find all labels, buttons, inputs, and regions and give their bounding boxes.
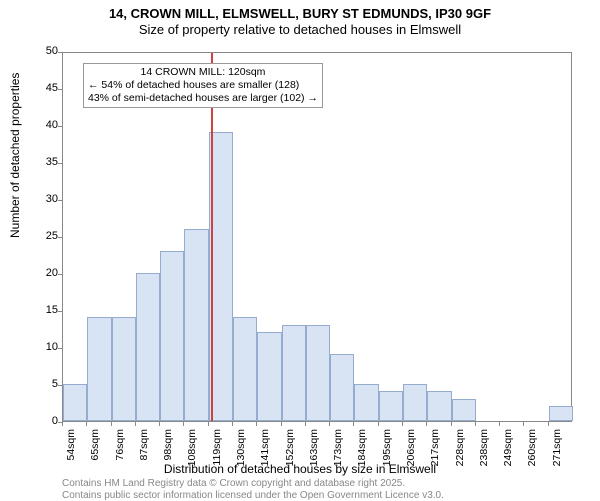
x-tick: [451, 422, 452, 426]
y-tick: [58, 163, 62, 164]
histogram-bar: [549, 406, 573, 421]
title-line-2: Size of property relative to detached ho…: [0, 22, 600, 38]
y-tick-label: 50: [30, 45, 58, 57]
histogram-bar: [403, 384, 427, 421]
histogram-bar: [87, 317, 111, 421]
x-tick-label: 98sqm: [162, 429, 174, 469]
x-tick: [159, 422, 160, 426]
y-axis-label: Number of detached properties: [8, 73, 22, 238]
y-tick: [58, 200, 62, 201]
x-tick: [62, 422, 63, 426]
x-tick: [378, 422, 379, 426]
x-tick: [111, 422, 112, 426]
x-tick: [475, 422, 476, 426]
x-tick-label: 195sqm: [381, 429, 393, 469]
y-tick: [58, 52, 62, 53]
x-tick: [281, 422, 282, 426]
x-tick: [305, 422, 306, 426]
x-tick: [402, 422, 403, 426]
x-tick: [523, 422, 524, 426]
x-tick: [426, 422, 427, 426]
histogram-bar: [282, 325, 306, 421]
x-tick-label: 260sqm: [526, 429, 538, 469]
annotation-left-text: ← 54% of detached houses are smaller (12…: [88, 79, 318, 92]
x-tick-label: 206sqm: [405, 429, 417, 469]
histogram-bar: [427, 391, 451, 421]
histogram-bar: [136, 273, 160, 421]
x-tick-label: 173sqm: [332, 429, 344, 469]
annotation-box: 14 CROWN MILL: 120sqm← 54% of detached h…: [83, 63, 323, 108]
x-tick: [548, 422, 549, 426]
x-tick: [353, 422, 354, 426]
histogram-bar: [63, 384, 87, 421]
x-tick-label: 217sqm: [429, 429, 441, 469]
y-tick-label: 10: [30, 341, 58, 353]
footer-line-1: Contains HM Land Registry data © Crown c…: [62, 478, 405, 489]
histogram-bar: [257, 332, 281, 421]
x-tick-label: 65sqm: [89, 429, 101, 469]
x-tick-label: 163sqm: [308, 429, 320, 469]
y-tick: [58, 348, 62, 349]
x-tick-label: 238sqm: [478, 429, 490, 469]
histogram-bar: [379, 391, 403, 421]
y-tick: [58, 237, 62, 238]
annotation-right-text: 43% of semi-detached houses are larger (…: [88, 92, 318, 105]
x-tick-label: 152sqm: [284, 429, 296, 469]
histogram-bar: [354, 384, 378, 421]
x-tick-label: 87sqm: [138, 429, 150, 469]
y-tick: [58, 126, 62, 127]
x-tick: [256, 422, 257, 426]
histogram-bar: [452, 399, 476, 421]
x-tick: [208, 422, 209, 426]
x-tick-label: 108sqm: [186, 429, 198, 469]
y-tick-label: 15: [30, 304, 58, 316]
x-tick-label: 249sqm: [502, 429, 514, 469]
histogram-bar: [112, 317, 136, 421]
plot-area: 14 CROWN MILL: 120sqm← 54% of detached h…: [62, 52, 572, 422]
x-tick-label: 54sqm: [65, 429, 77, 469]
annotation-title: 14 CROWN MILL: 120sqm: [88, 66, 318, 79]
y-tick-label: 0: [30, 415, 58, 427]
x-tick: [232, 422, 233, 426]
x-tick: [135, 422, 136, 426]
y-tick-label: 5: [30, 378, 58, 390]
y-tick-label: 35: [30, 156, 58, 168]
histogram-bar: [330, 354, 354, 421]
y-tick-label: 20: [30, 267, 58, 279]
histogram-bar: [184, 229, 208, 421]
x-tick: [499, 422, 500, 426]
histogram-bar: [160, 251, 184, 421]
histogram-bar: [306, 325, 330, 421]
x-tick-label: 228sqm: [454, 429, 466, 469]
y-tick-label: 25: [30, 230, 58, 242]
histogram-bar: [233, 317, 257, 421]
x-tick: [86, 422, 87, 426]
title-line-1: 14, CROWN MILL, ELMSWELL, BURY ST EDMUND…: [0, 6, 600, 22]
x-tick-label: 119sqm: [211, 429, 223, 469]
y-tick-label: 40: [30, 119, 58, 131]
y-tick: [58, 274, 62, 275]
y-tick: [58, 89, 62, 90]
chart-title: 14, CROWN MILL, ELMSWELL, BURY ST EDMUND…: [0, 0, 600, 39]
x-tick: [329, 422, 330, 426]
y-tick: [58, 385, 62, 386]
x-tick-label: 76sqm: [114, 429, 126, 469]
y-tick-label: 30: [30, 193, 58, 205]
footer-line-2: Contains public sector information licen…: [62, 490, 444, 501]
x-tick-label: 184sqm: [356, 429, 368, 469]
x-tick: [183, 422, 184, 426]
y-tick: [58, 311, 62, 312]
x-tick-label: 141sqm: [259, 429, 271, 469]
x-tick-label: 271sqm: [551, 429, 563, 469]
y-tick-label: 45: [30, 82, 58, 94]
x-tick-label: 130sqm: [235, 429, 247, 469]
